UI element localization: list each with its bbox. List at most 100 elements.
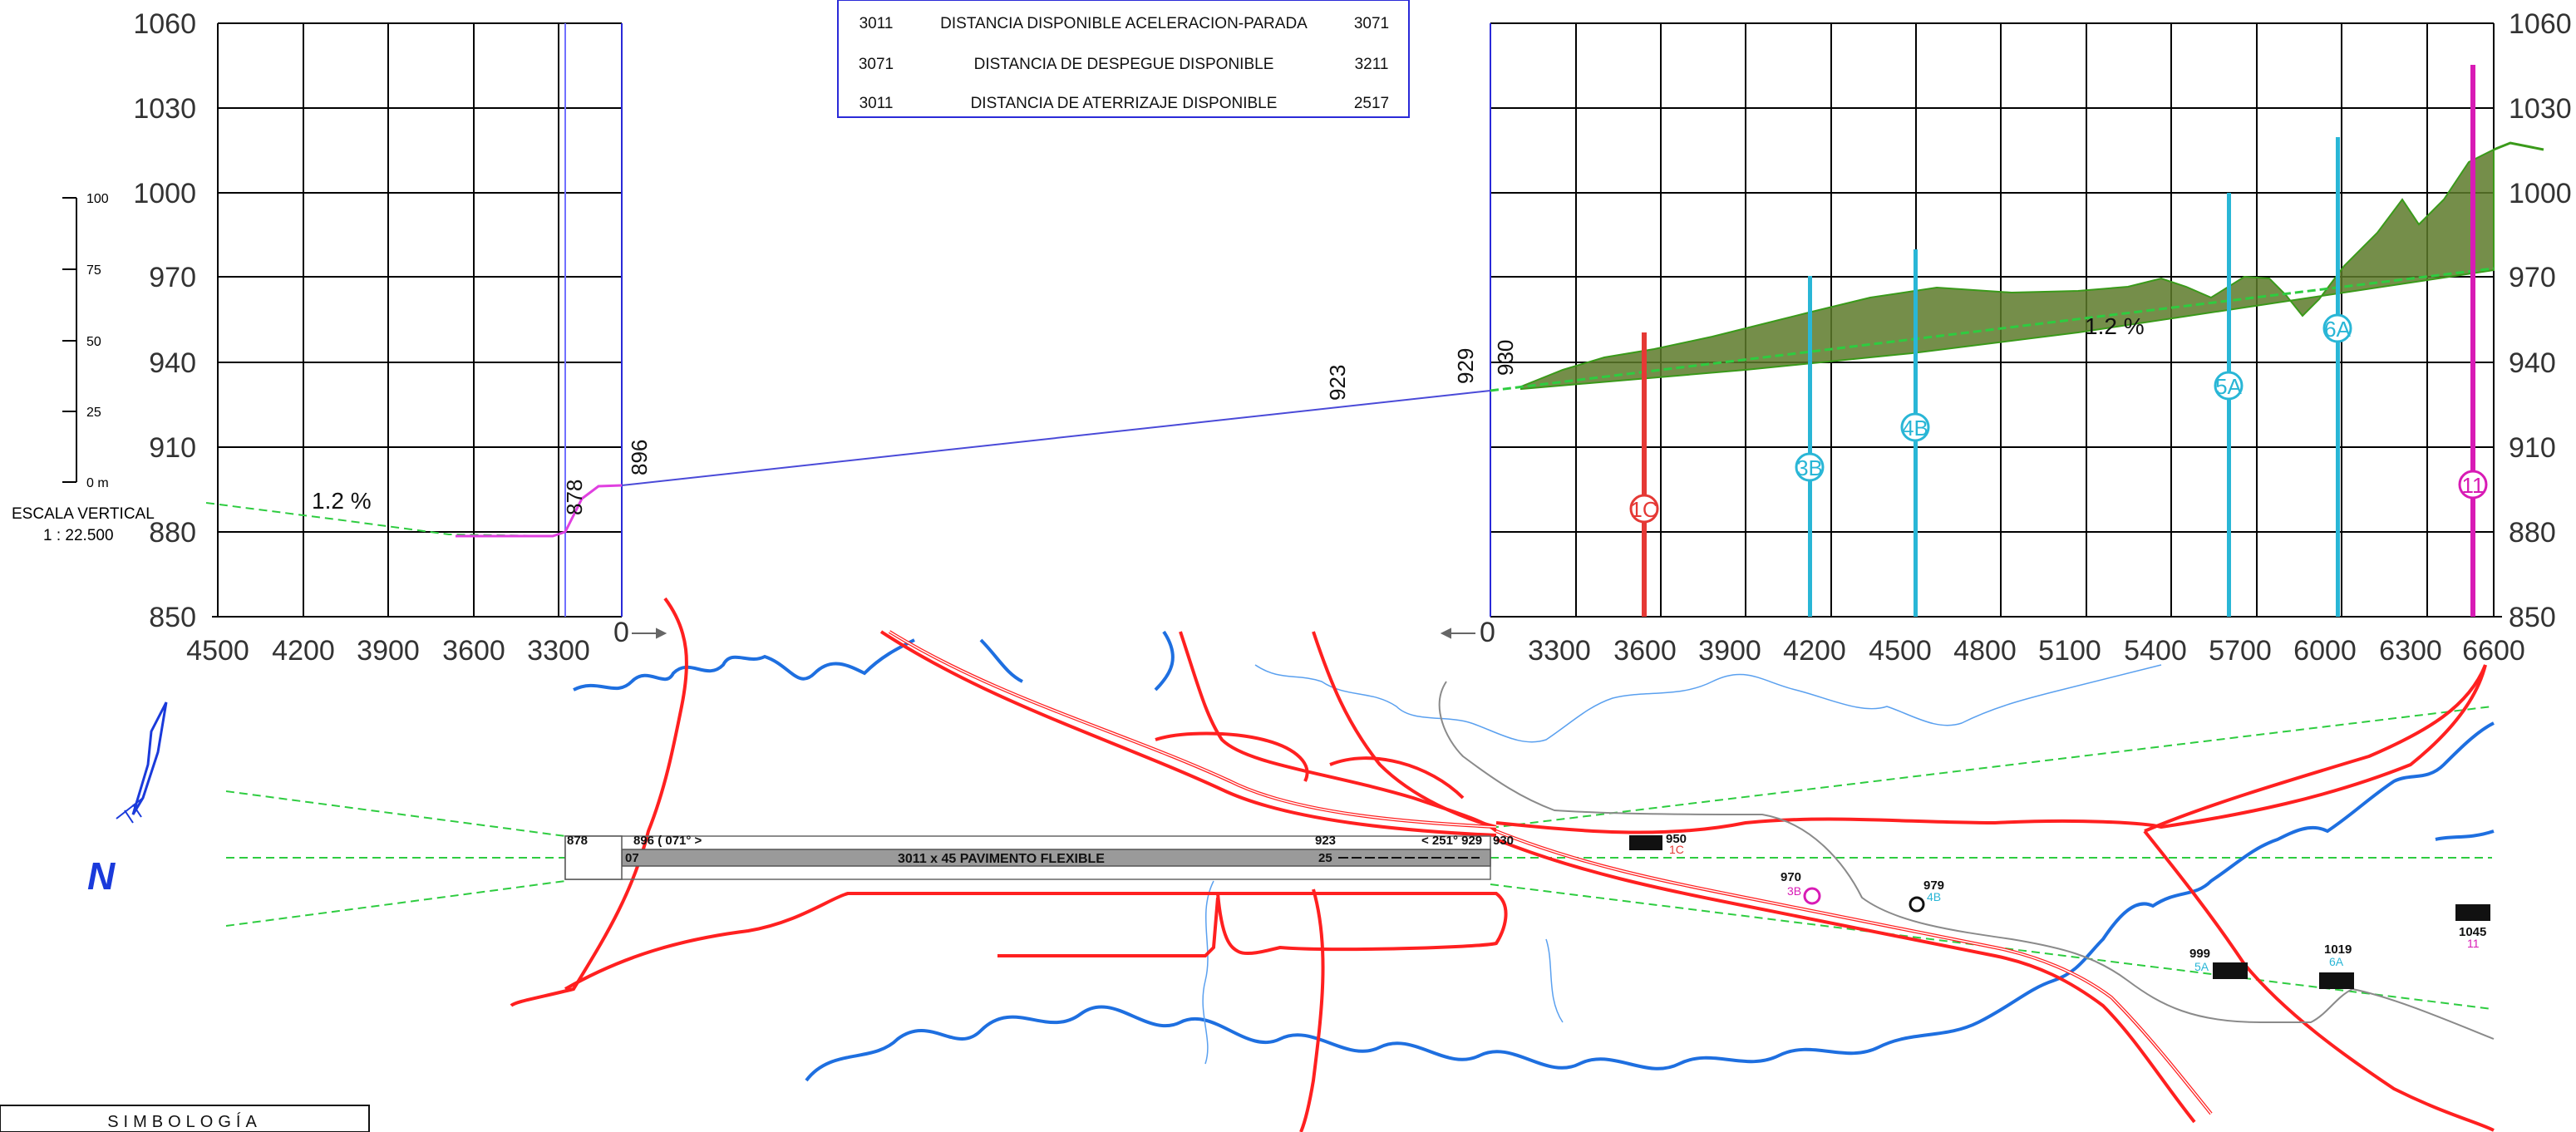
y-tick-label: 970	[2509, 262, 2556, 293]
origin-zero-left: 0	[613, 617, 629, 648]
y-tick-label: 850	[149, 602, 196, 633]
roads-inner	[889, 631, 2212, 1115]
x-tick-label: 3900	[1698, 635, 1761, 667]
y-tick-label: 1030	[133, 93, 196, 125]
vertical-scale: 100 75 50 25 0 m ESCALA VERTICAL 1 : 22.…	[12, 192, 155, 544]
elevation-label: 929	[1453, 348, 1478, 384]
obstacle-elevation: 1019	[2324, 943, 2352, 957]
y-tick-label: 1060	[133, 8, 196, 40]
runway-threshold-elevation: 930	[1493, 834, 1514, 848]
table-cell: DISTANCIA DE ATERRIZAJE DISPONIBLE	[971, 95, 1278, 112]
y-axis-left: 1060 1030 1000 970 940 910 880 850	[133, 8, 196, 633]
y-tick-label: 1000	[133, 178, 196, 209]
obstacle-id: 5A	[2194, 960, 2209, 973]
obstacle-elevation: 970	[1781, 870, 1801, 884]
map-obstacle-950: 950 1C	[1629, 832, 1687, 856]
x-tick-label: 5700	[2209, 635, 2272, 667]
arrow-left-icon	[1440, 628, 1475, 639]
y-tick-label: 880	[149, 517, 196, 549]
table-cell: 3011	[859, 95, 894, 112]
map-obstacle-970: 970 3B	[1781, 870, 1821, 905]
y-tick-label: 910	[2509, 432, 2556, 464]
y-axis-right: 1060 1030 1000 970 940 910 880 850	[2509, 8, 2572, 633]
y-tick-label: 880	[2509, 517, 2556, 549]
profile-grid-left	[212, 22, 622, 618]
rivers	[573, 630, 2495, 1082]
x-tick-label: 4200	[1783, 635, 1846, 667]
x-tick-label: 6300	[2379, 635, 2442, 667]
obstacle-elevation: 1045	[2459, 925, 2486, 939]
obstacle-5A: 5A	[2214, 193, 2244, 617]
runway-profile-line	[621, 390, 1491, 486]
north-label: N	[87, 854, 116, 898]
obstacle-6A: 6A	[2322, 137, 2352, 617]
obstacle-elevation: 950	[1666, 832, 1687, 846]
runway-threshold-info: < 251° 929	[1421, 834, 1482, 848]
obstacle-elevation: 999	[2189, 947, 2210, 961]
obstacle-id: 3B	[1787, 884, 1801, 898]
runway-label: 3011 x 45 PAVIMENTO FLEXIBLE	[898, 852, 1105, 866]
scale-tick-label: 100	[86, 192, 109, 206]
runway-threshold-elevation: 878	[567, 834, 588, 848]
obstacle-id: 6A	[2329, 955, 2344, 968]
map-obstacle-979: 979 4B	[1909, 879, 1944, 913]
scale-tick-label: 75	[86, 263, 101, 278]
obstacle-3B: 3B	[1795, 276, 1825, 617]
obstacle-label: 1C	[1630, 497, 1657, 522]
runway-mid-elevation: 923	[1315, 834, 1336, 848]
x-tick-label: 4500	[1869, 635, 1932, 667]
runway-designator: 07	[625, 851, 639, 865]
scale-tick-label: 50	[86, 335, 101, 349]
terrain-profile-area	[1520, 148, 2495, 391]
slope-label-left: 1.2 %	[312, 488, 372, 514]
scale-label: ESCALA VERTICAL	[12, 505, 155, 523]
obstacle-id: 11	[2467, 937, 2480, 950]
arrow-right-icon	[632, 628, 667, 639]
runway-strip	[564, 835, 1491, 880]
map-obstacle-999: 999 5A	[2189, 947, 2248, 979]
profile-left-lines	[205, 484, 623, 538]
distances-table: 3011 DISTANCIA DISPONIBLE ACELERACION-PA…	[837, 0, 1410, 118]
scale-tick-label: 0 m	[86, 476, 109, 490]
y-tick-label: 1000	[2509, 178, 2572, 209]
map-obstacle-1019: 1019 6A	[2319, 943, 2354, 989]
north-arrow-icon	[116, 701, 168, 824]
runway-designator: 25	[1318, 851, 1332, 865]
legend-title: SIMBOLOGÍA	[107, 1112, 262, 1131]
obstacle-label: 3B	[1796, 455, 1823, 480]
table-cell: 3211	[1355, 56, 1389, 73]
x-tick-label: 6000	[2293, 635, 2357, 667]
obstacle-11: 11	[2458, 65, 2488, 617]
x-tick-label: 3300	[527, 635, 590, 667]
terrain-crest-line	[2493, 141, 2544, 151]
x-tick-label: 6600	[2462, 635, 2525, 667]
x-tick-label: 4200	[272, 635, 335, 667]
x-tick-label: 5400	[2124, 635, 2187, 667]
scale-ratio: 1 : 22.500	[43, 527, 114, 544]
runway-threshold-info: 896 ( 071° >	[633, 834, 702, 848]
y-tick-label: 1030	[2509, 93, 2572, 125]
obstacle-id: 1C	[1669, 843, 1684, 856]
obstacle-label: 5A	[2215, 374, 2242, 399]
elevation-label: 896	[627, 440, 652, 475]
x-tick-label: 4500	[186, 635, 249, 667]
profile-grid-right	[1490, 22, 2502, 618]
table-cell: 3071	[859, 56, 894, 73]
x-tick-label: 5100	[2038, 635, 2101, 667]
obstacle-1C: 1C	[1629, 332, 1659, 617]
x-axis-right: 3300 3600 3900 4200 4500 4800 5100 5400 …	[1528, 635, 2525, 667]
table-cell: 2517	[1354, 95, 1389, 112]
x-tick-label: 3600	[442, 635, 505, 667]
y-tick-label: 1060	[2509, 8, 2572, 40]
y-tick-label: 940	[2509, 347, 2556, 379]
elevation-label: 930	[1493, 340, 1518, 376]
legend-box: SIMBOLOGÍA	[0, 1105, 370, 1132]
table-cell: 3071	[1354, 15, 1389, 32]
obstacle-id: 4B	[1927, 890, 1941, 903]
obstacle-label: 6A	[2324, 317, 2351, 342]
y-tick-label: 940	[149, 347, 196, 379]
table-cell: DISTANCIA DE DESPEGUE DISPONIBLE	[974, 56, 1274, 73]
streams	[1202, 664, 2162, 1065]
x-tick-label: 3900	[357, 635, 420, 667]
